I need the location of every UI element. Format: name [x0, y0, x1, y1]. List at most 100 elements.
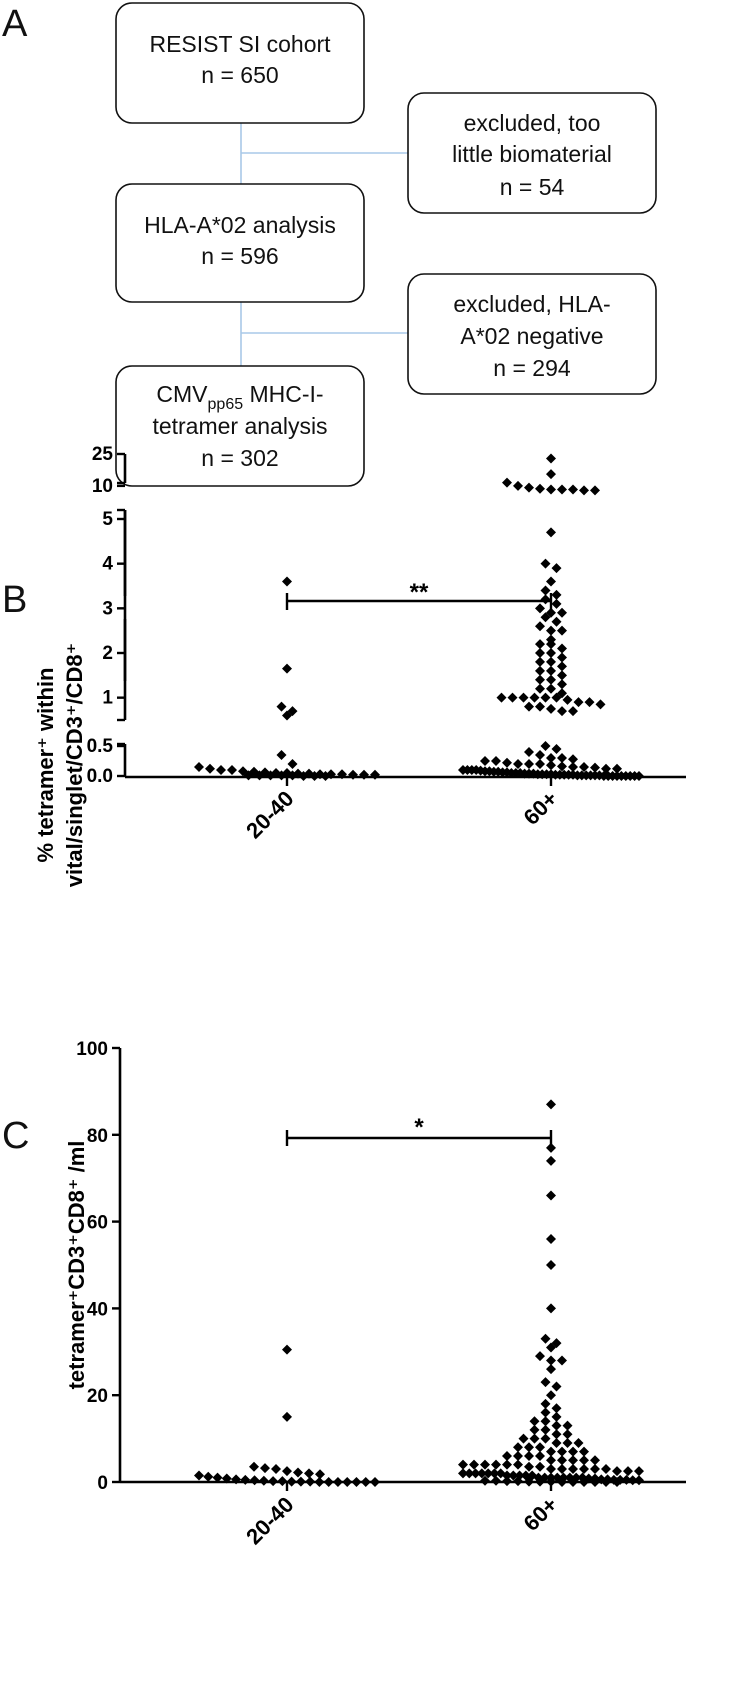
chart-b-20-40-point — [287, 770, 298, 781]
chart-c-60plus-point — [502, 1459, 512, 1470]
chart-b-60plus-point — [513, 759, 523, 769]
chart-c-20-40-point — [282, 1411, 292, 1422]
chart-c-60plus-point — [546, 1390, 556, 1401]
chart-b-60plus-point — [557, 484, 567, 495]
chart-c-20-40-point — [315, 1469, 325, 1480]
chart-b-60plus-point — [590, 762, 600, 773]
chart-b-20-40-point — [227, 765, 237, 775]
chart-b-60plus-point — [546, 665, 556, 676]
chart-b-60plus-point — [590, 485, 600, 496]
chart-b-60plus-point — [551, 589, 562, 600]
chart-c-60plus-point — [590, 1477, 600, 1487]
chart-b-y-tick-label: 4 — [102, 554, 113, 575]
chart-b-x-tick-label: 60+ — [518, 786, 562, 830]
chart-b-60plus-point — [524, 482, 534, 493]
chart-c-20-40-point — [258, 1475, 269, 1486]
chart-b-60plus-point — [546, 683, 556, 694]
chart-b-60plus-point — [612, 763, 622, 774]
chart-b-60plus-point — [557, 625, 567, 636]
chart-c-60plus-point — [546, 1155, 556, 1166]
chart-b-60plus-point — [546, 576, 556, 587]
chart-c-20-40-point — [240, 1474, 251, 1485]
chart-b-60plus-point — [496, 692, 507, 703]
chart-b-y-tick-label: 2 — [102, 643, 113, 664]
chart-c-20-40-point — [342, 1477, 353, 1487]
panel-label-b: B — [2, 579, 27, 621]
chart-c-20-40-point — [282, 1466, 292, 1477]
chart-c-20-40-point — [249, 1461, 259, 1472]
chart-c-60plus-point — [540, 1398, 551, 1409]
chart-c-60plus-point — [551, 1420, 562, 1431]
chart-c-60plus-point — [458, 1459, 468, 1470]
hla-line2: n = 596 — [201, 243, 278, 269]
chart-c-y-tick-label: 0 — [97, 1473, 108, 1494]
chart-b-y-tick-label: 0.5 — [87, 736, 114, 757]
flow-box-tetramer: CMVpp65 MHC-I- tetramer analysis n = 302 — [115, 365, 365, 487]
chart-c-y-tick-label: 20 — [87, 1386, 108, 1407]
excl2-line1: excluded, HLA- — [453, 291, 610, 317]
chart-b-60plus-point — [524, 759, 534, 769]
chart-b-60plus-point — [546, 753, 556, 763]
cohort-line1: RESIST SI cohort — [149, 31, 331, 57]
chart-c-60plus-point — [513, 1476, 523, 1487]
chart-c-60plus-point — [502, 1450, 512, 1461]
tetramer-line3: n = 302 — [201, 445, 278, 471]
chart-b-60plus-point — [524, 747, 534, 757]
chart-b-60plus-point — [540, 594, 551, 605]
chart-b-60plus-point — [535, 701, 545, 712]
chart-b-20-40-point — [348, 769, 358, 780]
chart-b-60plus-point — [634, 771, 644, 781]
chart-c-y-tick-label: 40 — [87, 1299, 108, 1320]
chart-c-y-tick-label: 60 — [87, 1213, 108, 1234]
chart-b-60plus-point — [535, 674, 545, 685]
chart-b-20-40-point — [309, 771, 320, 781]
chart-c-60plus-point — [627, 1475, 638, 1486]
chart-b-60plus-point — [535, 656, 545, 667]
chart-b-y-tick-label: 0.0 — [87, 766, 113, 787]
chart-b-60plus-point — [557, 652, 567, 663]
chart-b-60plus-point — [551, 598, 562, 609]
chart-b-60plus-point — [535, 665, 545, 676]
chart-c-60plus-point — [590, 1463, 600, 1474]
chart-b-60plus-point — [557, 679, 567, 690]
chart-b-60plus-point — [546, 674, 556, 685]
chart-c-20-40-point — [212, 1472, 223, 1483]
chart-c-60plus-point — [480, 1475, 490, 1486]
chart-c-60plus-point — [557, 1446, 567, 1457]
chart-c-20-40-point — [305, 1476, 316, 1487]
chart-b-60plus-point — [546, 469, 556, 480]
chart-b-20-40-point — [276, 750, 287, 760]
chart-b-20-40-point — [320, 771, 331, 781]
chart-c-x-tick-label: 20-40 — [241, 1492, 298, 1549]
chart-b-60plus-point — [518, 692, 529, 703]
chart-b-60plus-point — [557, 761, 567, 772]
chart-b-60plus-point — [491, 756, 501, 766]
chart-c-60plus-point — [491, 1475, 501, 1486]
chart-b-20-40-point — [205, 763, 215, 774]
chart-c-60plus-point — [524, 1450, 534, 1461]
chart-c-60plus-point — [524, 1476, 534, 1487]
chart-b-20-40-point — [359, 769, 369, 780]
chart-c-20-40-point — [203, 1471, 214, 1482]
chart-c-60plus-point — [579, 1477, 589, 1487]
chart-c-60plus-point — [551, 1403, 562, 1414]
chart-c-20-40-point — [249, 1475, 260, 1486]
chart-b-60plus-point — [546, 625, 556, 636]
panel-label-c: C — [2, 1115, 29, 1157]
chart-c-60plus-point — [546, 1463, 556, 1474]
hla-line1: HLA-A*02 analysis — [144, 212, 336, 238]
chart-c-20-40-point — [286, 1476, 297, 1487]
chart-c-significance-label: * — [414, 1114, 424, 1141]
chart-b-20-40-point — [276, 701, 287, 712]
chart-b-60plus-point — [540, 612, 551, 623]
chart-c-20-40-point — [360, 1477, 371, 1487]
chart-b-y-tick-label: 25 — [92, 444, 114, 465]
excl2-line3: n = 294 — [493, 355, 571, 381]
chart-b-60plus-point — [546, 639, 556, 650]
chart-c-60plus-point — [601, 1477, 611, 1487]
chart-c-60plus-point — [524, 1442, 534, 1453]
chart-c-60plus-point — [535, 1450, 545, 1461]
chart-b-20-40-point — [265, 770, 276, 781]
chart-c-60plus-point — [546, 1260, 556, 1270]
chart-c-60plus-point — [562, 1429, 573, 1440]
